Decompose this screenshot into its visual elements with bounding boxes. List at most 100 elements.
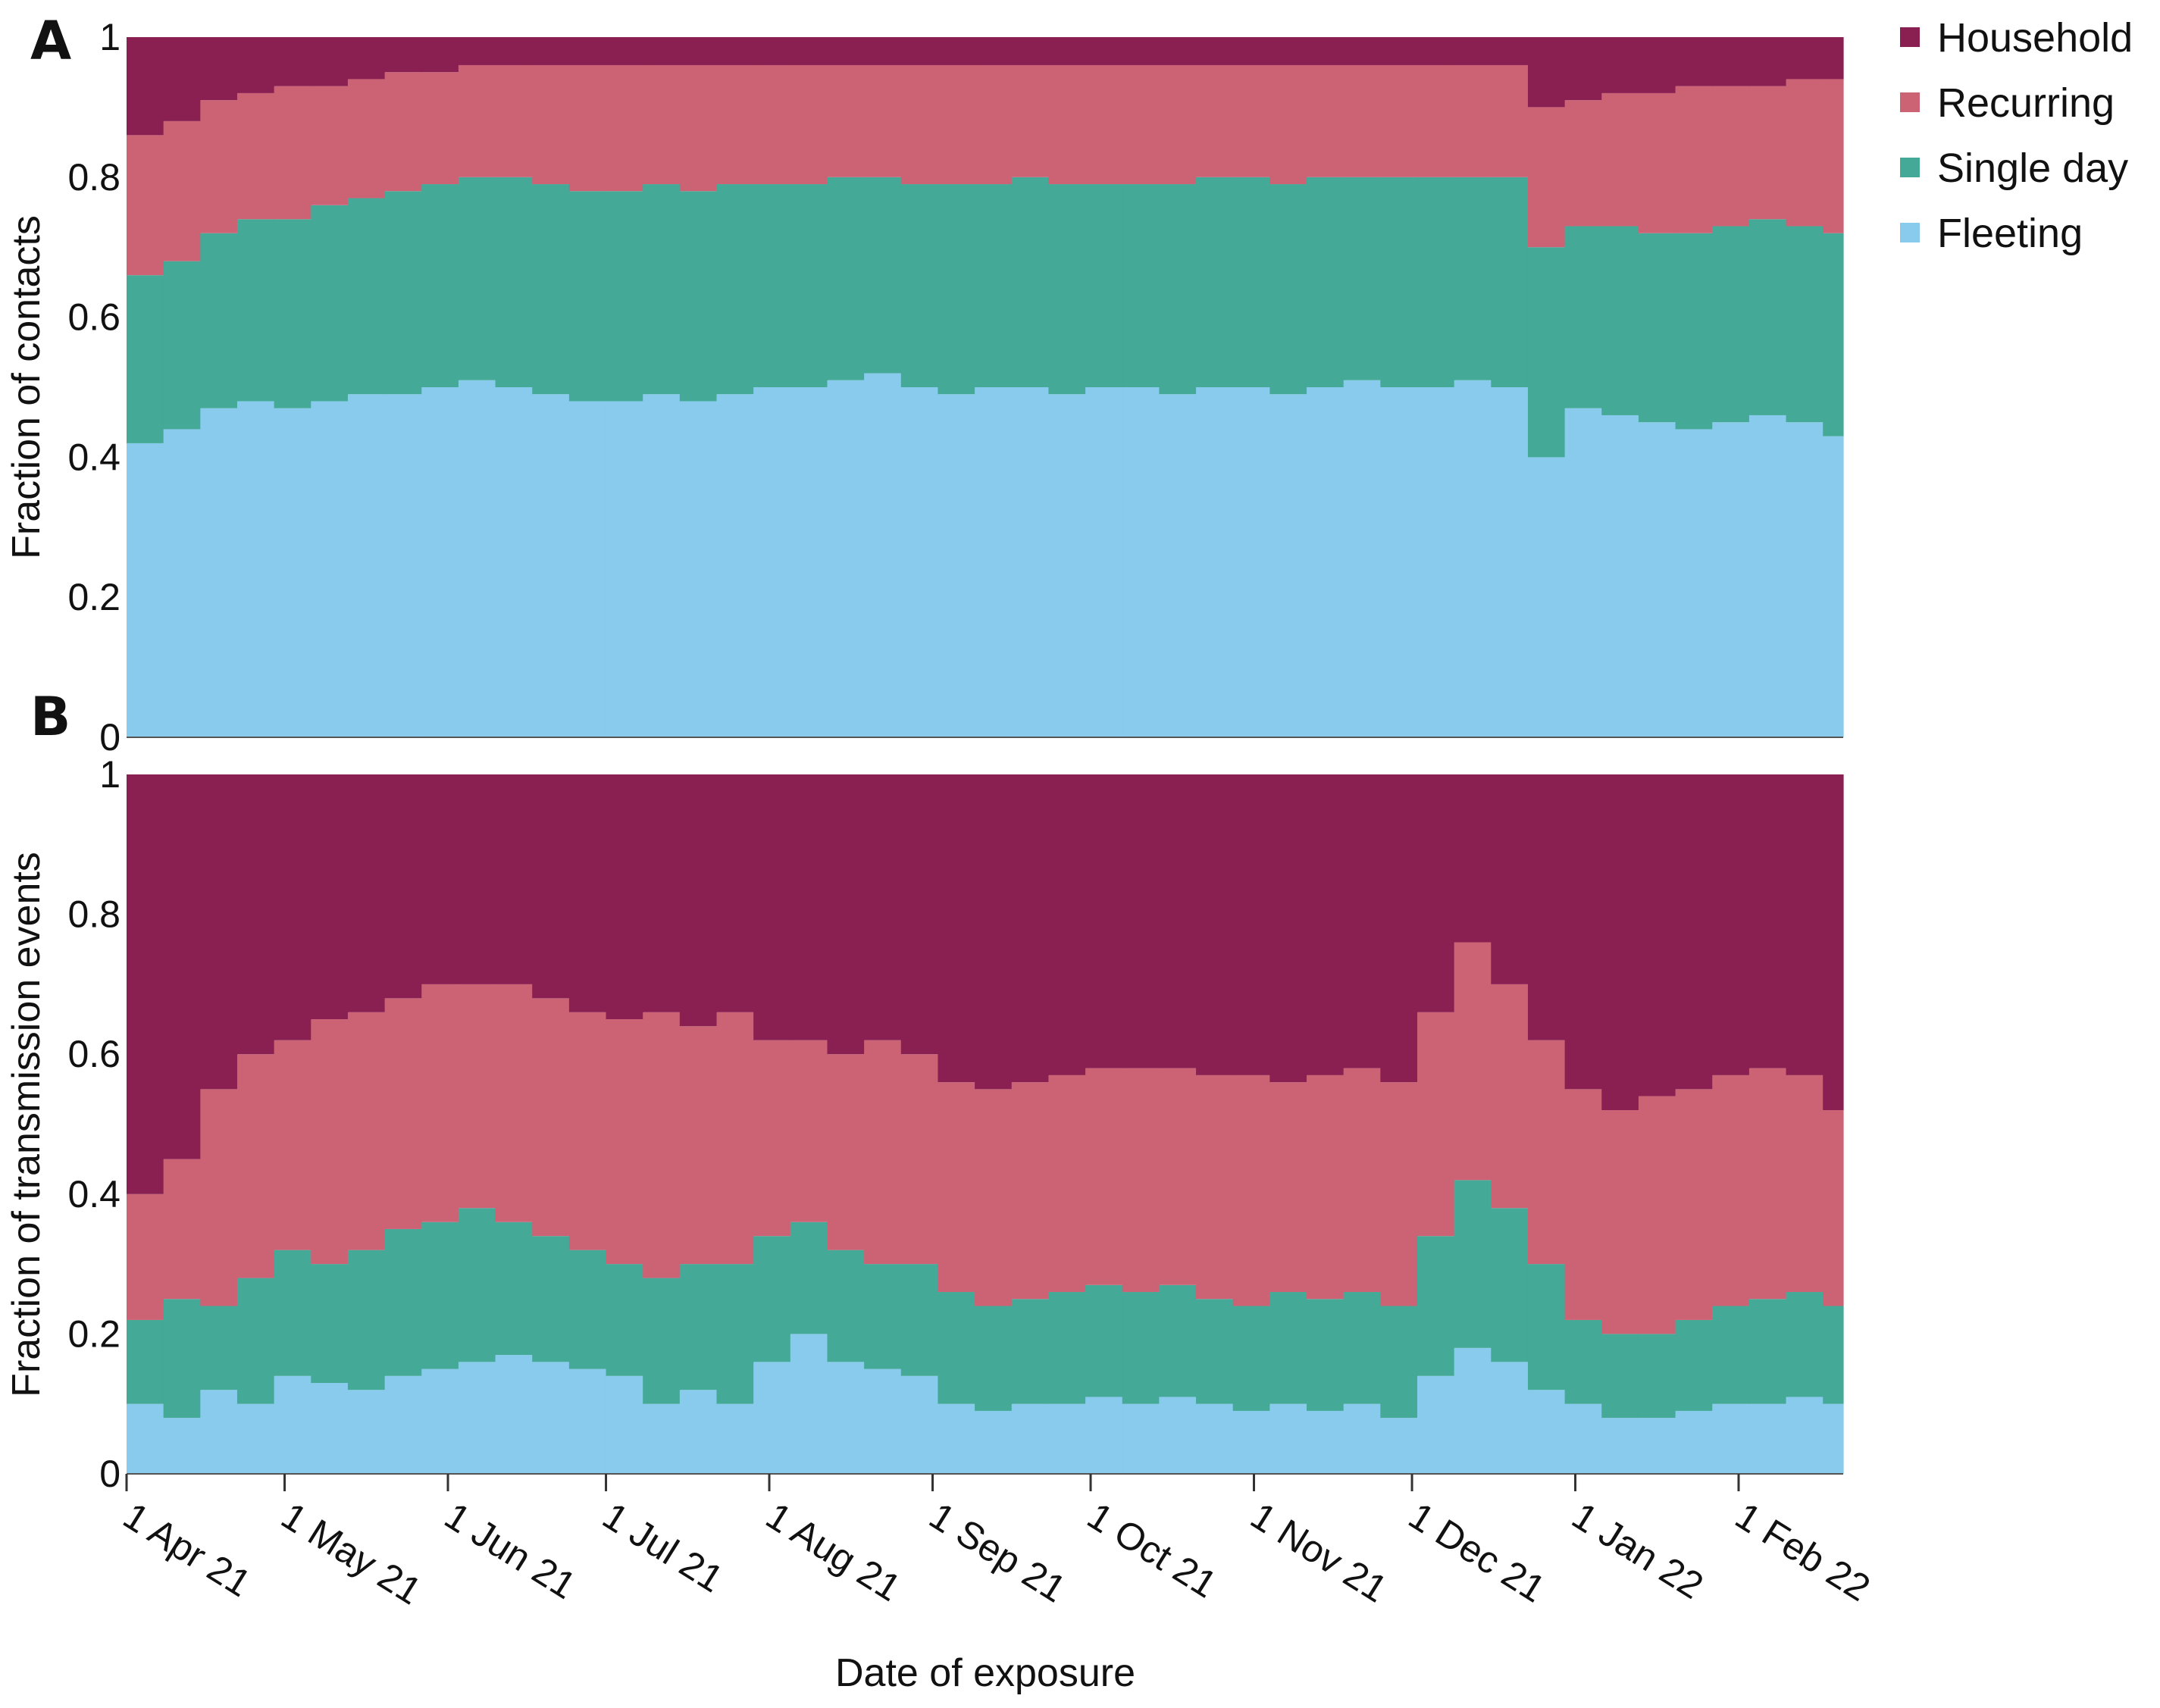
bar-segment-fleeting — [716, 394, 754, 737]
bar-segment-household — [311, 774, 349, 1020]
bar-segment-household — [495, 774, 533, 984]
panel-b-y-axis-label: Fraction of transmission events — [5, 852, 49, 1397]
y-tick-label: 0 — [99, 716, 121, 759]
bar-segment-household — [1748, 37, 1787, 86]
bar-segment-household — [975, 774, 1013, 1090]
bar-segment-recurring — [1675, 86, 1713, 233]
bar-segment-single-day — [1823, 233, 1844, 436]
bar-segment-household — [1491, 37, 1529, 65]
bar-segment-single-day — [458, 1208, 496, 1362]
bar-segment-single-day — [1085, 184, 1123, 388]
bar-segment-fleeting — [1675, 429, 1713, 737]
bar-segment-single-day — [1601, 226, 1639, 415]
y-tick-label: 1 — [99, 753, 121, 796]
bar-segment-single-day — [311, 1264, 349, 1384]
bar-segment-recurring — [1269, 64, 1307, 185]
bar-segment-household — [384, 774, 422, 999]
bar-segment-fleeting — [1748, 414, 1787, 737]
bar-segment-fleeting — [1823, 436, 1844, 737]
bar-segment-household — [163, 774, 201, 1159]
bar-segment-single-day — [127, 275, 164, 443]
bar-segment-single-day — [1564, 226, 1602, 408]
bar-segment-household — [1159, 37, 1197, 65]
bar-segment-recurring — [938, 1082, 975, 1293]
bar-segment-single-day — [1417, 177, 1455, 388]
bar-segment-single-day — [1712, 1306, 1750, 1404]
bar-segment-recurring — [790, 64, 828, 185]
bar-segment-single-day — [200, 233, 238, 408]
bar-segment-recurring — [1196, 1075, 1234, 1300]
bar-segment-single-day — [1748, 1299, 1787, 1404]
bar-segment-fleeting — [347, 394, 386, 737]
bar-segment-recurring — [1343, 1068, 1381, 1293]
bar-segment-fleeting — [1048, 394, 1086, 737]
bar-segment-recurring — [753, 1040, 791, 1237]
bar-segment-recurring — [347, 1012, 386, 1250]
bar-segment-single-day — [163, 261, 201, 430]
bar-segment-fleeting — [127, 1403, 164, 1474]
y-tick-label: 0.4 — [67, 1173, 121, 1215]
bar-segment-fleeting — [200, 408, 238, 737]
bar-segment-fleeting — [1232, 1410, 1270, 1474]
bar-segment-recurring — [1564, 1089, 1602, 1320]
bar-segment-household — [1823, 37, 1844, 80]
bar-segment-fleeting — [1601, 414, 1639, 737]
bar-segment-single-day — [1122, 184, 1160, 388]
bar-segment-household — [532, 774, 570, 999]
bar-segment-recurring — [127, 1193, 164, 1320]
y-tick-label: 0.4 — [67, 436, 121, 478]
bar-segment-household — [568, 37, 607, 65]
bar-segment-household — [1601, 37, 1639, 93]
bar-segment-fleeting — [1527, 1390, 1566, 1474]
bar-segment-single-day — [827, 177, 865, 380]
bar-segment-single-day — [1380, 1306, 1418, 1419]
bar-segment-fleeting — [975, 1410, 1013, 1474]
bar-segment-household — [753, 37, 791, 65]
bar-segment-recurring — [200, 100, 238, 233]
bar-segment-recurring — [1527, 1040, 1566, 1265]
bar-segment-household — [679, 774, 718, 1027]
bar-segment-fleeting — [790, 387, 828, 737]
bar-segment-recurring — [311, 1019, 349, 1265]
x-tick-label: 1 Oct 21 — [1080, 1494, 1224, 1606]
bar-segment-recurring — [1085, 64, 1123, 185]
bar-segment-household — [1232, 37, 1270, 65]
bar-segment-fleeting — [938, 1403, 975, 1474]
bar-segment-single-day — [679, 1264, 718, 1390]
bar-segment-household — [1786, 774, 1823, 1075]
bar-segment-single-day — [1454, 177, 1492, 380]
bar-segment-fleeting — [458, 1362, 496, 1474]
bar-segment-recurring — [1491, 984, 1529, 1209]
bar-segment-recurring — [1269, 1082, 1307, 1293]
bar-segment-recurring — [347, 79, 386, 199]
bar-segment-recurring — [716, 1012, 754, 1265]
legend-label: Household — [1937, 15, 2133, 61]
x-tick-label: 1 Aug 21 — [759, 1494, 908, 1609]
bar-segment-single-day — [975, 184, 1013, 388]
bar-segment-single-day — [1122, 1292, 1160, 1404]
bar-segment-fleeting — [679, 1390, 718, 1474]
panel-b: 0 0.2 0.4 0.6 0.8 1 — [67, 753, 1844, 1495]
bar-segment-recurring — [1823, 79, 1844, 233]
panel-a: 0 0.2 0.4 0.6 0.8 1 — [67, 16, 1844, 759]
bar-segment-recurring — [643, 1012, 681, 1278]
bar-segment-fleeting — [1196, 387, 1234, 737]
bar-segment-single-day — [1601, 1334, 1639, 1419]
bar-segment-single-day — [1307, 1299, 1345, 1411]
bar-segment-household — [458, 37, 496, 65]
bar-segment-household — [1564, 774, 1602, 1090]
bar-segment-fleeting — [643, 1403, 681, 1474]
bar-segment-fleeting — [1786, 1397, 1823, 1474]
bar-segment-fleeting — [532, 394, 570, 737]
bar-segment-single-day — [1011, 177, 1050, 388]
bar-segment-household — [1307, 37, 1345, 65]
bar-segment-fleeting — [495, 1355, 533, 1474]
bar-segment-household — [643, 37, 681, 65]
bar-segment-recurring — [1380, 1082, 1418, 1306]
bar-segment-recurring — [1527, 107, 1566, 248]
bar-segment-recurring — [1823, 1110, 1844, 1306]
bar-segment-single-day — [311, 205, 349, 402]
bar-segment-household — [384, 37, 422, 73]
bar-segment-household — [1085, 774, 1123, 1068]
bar-segment-fleeting — [1601, 1418, 1639, 1474]
